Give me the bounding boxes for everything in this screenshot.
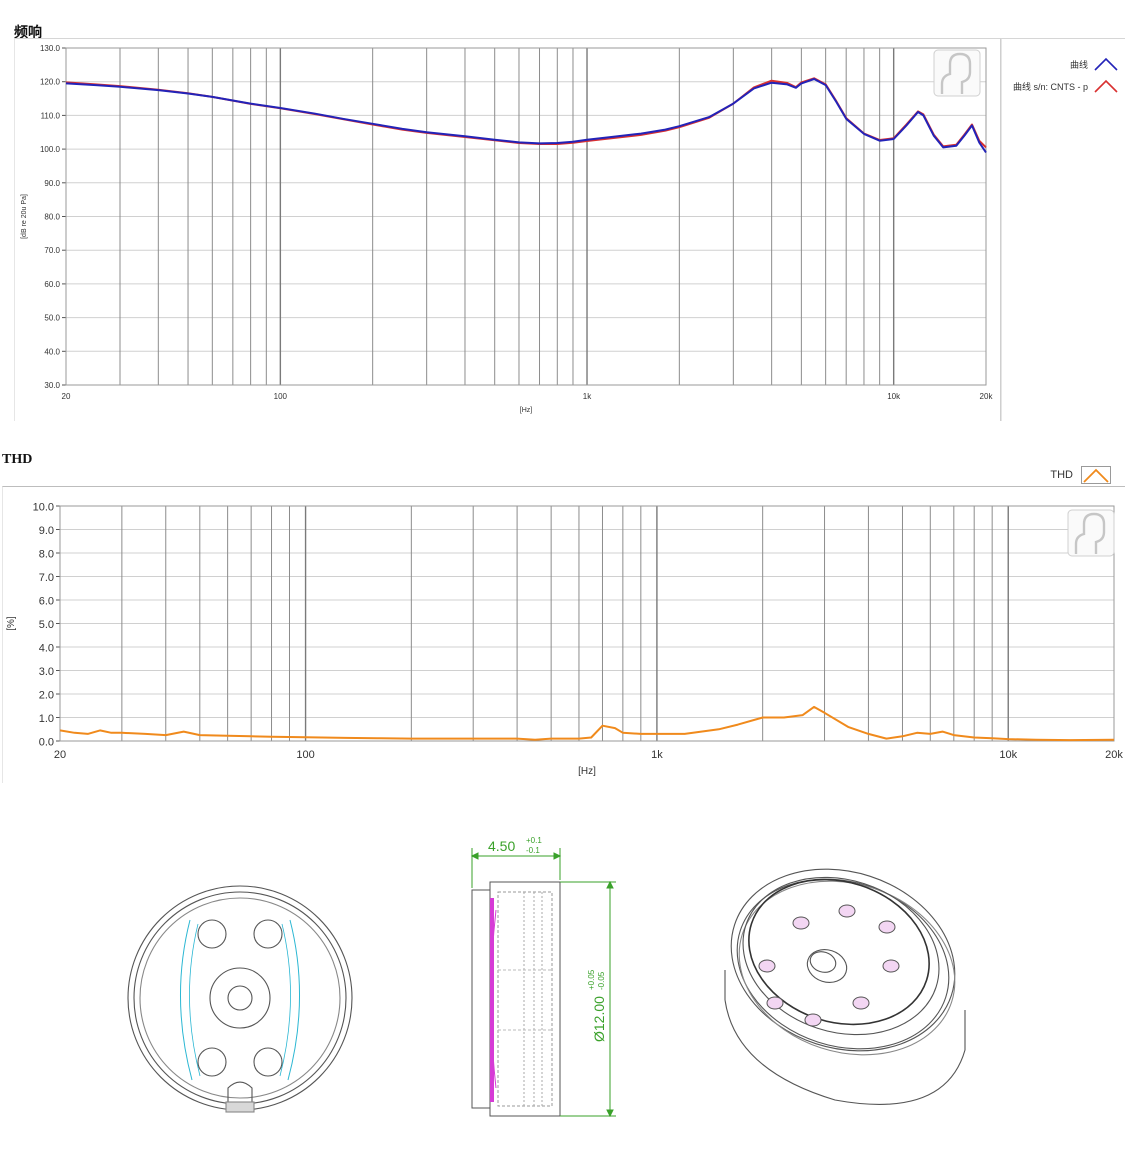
side-view-drawing: 4.50 +0.1 -0.1 Ø12.00 +0.05 -0.05 — [470, 836, 616, 1118]
isometric-view-drawing — [724, 868, 966, 1105]
y-tick-label: 10.0 — [33, 502, 54, 514]
plot-area-border — [65, 47, 987, 386]
fr-legend-item-2: 曲线 s/n: CNTS - p — [1013, 79, 1118, 93]
width-tol-upper: +0.1 — [526, 836, 542, 845]
y-tick-label: 130.0 — [40, 44, 61, 53]
line-swatch-icon — [1094, 79, 1118, 93]
y-tick-label: 40.0 — [44, 347, 60, 356]
icon-outline — [1074, 512, 1106, 554]
thd-legend: THD — [1050, 466, 1111, 484]
diameter-dimension: Ø12.00 — [591, 996, 607, 1042]
x-tick-label: 100 — [274, 392, 288, 401]
x-tick-label: 20 — [54, 749, 66, 761]
head-torso-icon — [1067, 509, 1115, 557]
x-tick-label: 20 — [62, 392, 71, 401]
fr-frame — [14, 38, 1002, 421]
y-axis-label: [dB re 20u Pa] — [21, 194, 28, 239]
width-dimension: 4.50 — [488, 838, 515, 854]
y-tick-label: 6.0 — [39, 596, 54, 608]
thd-frame — [2, 486, 1125, 783]
thd-legend-label: THD — [1050, 469, 1073, 481]
y-axis-label: [%] — [6, 616, 17, 631]
y-tick-label: 100.0 — [40, 145, 61, 154]
fr-legend-item-1: 曲线 — [1070, 57, 1118, 71]
technical-drawings: 4.50 +0.1 -0.1 Ø12.00 +0.05 -0.05 — [0, 820, 1125, 1164]
icon-frame — [1067, 509, 1115, 557]
x-axis-label: [Hz] — [578, 766, 596, 777]
front-view-drawing — [127, 885, 353, 1113]
plot-area-border — [59, 505, 1115, 742]
line-swatch-icon — [1094, 57, 1118, 71]
y-tick-label: 60.0 — [44, 280, 60, 289]
y-tick-label: 5.0 — [39, 619, 54, 631]
head-torso-icon — [933, 49, 981, 97]
x-tick-label: 100 — [296, 749, 314, 761]
diameter-tol-upper: +0.05 — [587, 969, 596, 990]
width-tol-lower: -0.1 — [526, 846, 540, 855]
x-tick-label: 10k — [887, 392, 901, 401]
fr-legend-label-1: 曲线 — [1069, 59, 1088, 70]
y-tick-label: 50.0 — [44, 314, 60, 323]
y-tick-label: 120.0 — [40, 78, 61, 87]
series-line-2 — [65, 77, 987, 149]
icon-frame — [933, 49, 981, 97]
x-tick-label: 1k — [583, 392, 592, 401]
fr-chart: 130.0 120.0 110.0 100.0 90.0 80.0 70.0 60.0 50.0… — [21, 44, 994, 414]
x-tick-label: 1k — [651, 749, 663, 761]
diameter-tol-lower: -0.05 — [597, 971, 606, 990]
thd-title: THD — [2, 452, 33, 467]
y-tick-label: 9.0 — [39, 525, 54, 537]
y-tick-label: 80.0 — [44, 213, 60, 222]
y-tick-label: 30.0 — [44, 381, 60, 390]
y-tick-label: 0.0 — [39, 737, 54, 749]
series-line-1 — [65, 78, 987, 154]
line-swatch-icon — [1081, 466, 1111, 484]
y-tick-label: 70.0 — [44, 246, 60, 255]
y-tick-label: 4.0 — [39, 643, 54, 655]
frequency-response-panel: 频响 曲线 曲线 s/n: CNTS - p 130.0 120.0 110.0 10… — [0, 18, 1125, 423]
y-tick-label: 2.0 — [39, 690, 54, 702]
fr-legend: 曲线 曲线 s/n: CNTS - p — [1000, 38, 1125, 421]
x-tick-label: 20k — [1105, 749, 1123, 761]
thd-chart: 10.0 9.0 8.0 7.0 6.0 5.0 4.0 3.0 2.0 1.0 0.020 100 1… — [6, 502, 1123, 778]
x-tick-label: 10k — [999, 749, 1017, 761]
series-line-1 — [59, 705, 1115, 742]
x-axis-label: [Hz] — [520, 407, 533, 414]
icon-outline — [940, 52, 972, 94]
y-tick-label: 3.0 — [39, 666, 54, 678]
thd-panel: THD THD 10.0 9.0 8.0 7.0 6.0 5.0 4.0 3.0 2.0 1.0 0… — [0, 448, 1125, 788]
y-tick-label: 90.0 — [44, 179, 60, 188]
y-tick-label: 1.0 — [39, 713, 54, 725]
fr-legend-label-2: 曲线 s/n: CNTS - p — [1012, 81, 1088, 92]
fr-title: 频响 — [14, 26, 42, 41]
y-tick-label: 7.0 — [39, 572, 54, 584]
x-tick-label: 20k — [980, 392, 994, 401]
y-tick-label: 110.0 — [41, 111, 61, 120]
y-tick-label: 8.0 — [39, 549, 54, 561]
